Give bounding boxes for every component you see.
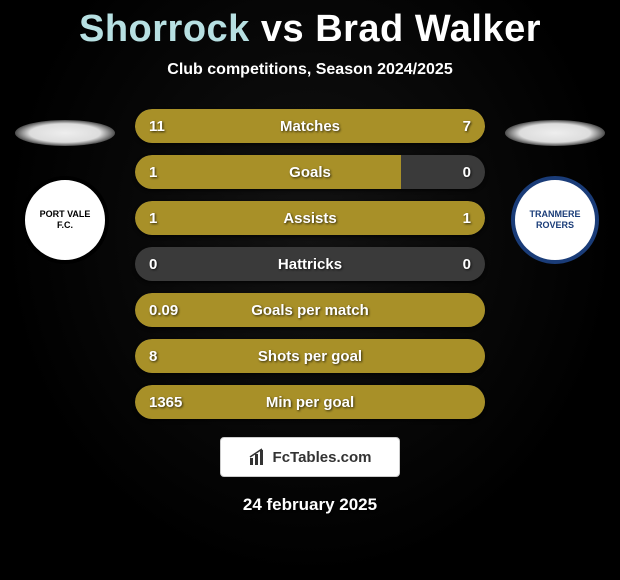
stat-value-right: 1 [425, 210, 485, 227]
stat-label: Assists [195, 210, 425, 227]
stat-value-left: 8 [135, 348, 195, 365]
stat-value-right: 0 [425, 164, 485, 181]
stat-row: 11Matches7 [135, 109, 485, 143]
club-right-shadow [505, 120, 605, 146]
date-label: 24 february 2025 [0, 495, 620, 515]
title-vs: vs [261, 8, 315, 50]
footer-site-badge[interactable]: FcTables.com [220, 437, 400, 477]
stat-row: 1365Min per goal [135, 385, 485, 419]
stat-value-left: 0.09 [135, 302, 195, 319]
stat-value-left: 1365 [135, 394, 195, 411]
stats-container: 11Matches71Goals01Assists10Hattricks00.0… [135, 109, 485, 419]
club-left: PORT VALE F.C. [10, 120, 120, 264]
comparison-title: Shorrock vs Brad Walker [0, 0, 620, 51]
club-right-badge: TRANMERE ROVERS [511, 176, 599, 264]
stat-value-left: 1 [135, 210, 195, 227]
stat-label: Hattricks [195, 256, 425, 273]
chart-icon [249, 448, 267, 466]
footer-label: FcTables.com [273, 449, 372, 466]
stat-row: 1Assists1 [135, 201, 485, 235]
stat-value-left: 1 [135, 164, 195, 181]
stat-label: Min per goal [195, 394, 425, 411]
club-right: TRANMERE ROVERS [500, 120, 610, 264]
stat-label: Shots per goal [195, 348, 425, 365]
stat-value-left: 0 [135, 256, 195, 273]
title-player1: Shorrock [79, 8, 250, 50]
club-left-name: PORT VALE F.C. [33, 209, 97, 231]
subtitle: Club competitions, Season 2024/2025 [0, 61, 620, 79]
title-player2: Brad Walker [315, 8, 541, 50]
club-left-badge: PORT VALE F.C. [21, 176, 109, 264]
stat-label: Goals [195, 164, 425, 181]
stat-row: 1Goals0 [135, 155, 485, 189]
club-right-name: TRANMERE ROVERS [523, 209, 587, 231]
stat-row: 0Hattricks0 [135, 247, 485, 281]
stat-value-right: 7 [425, 118, 485, 135]
stat-row: 0.09Goals per match [135, 293, 485, 327]
club-left-shadow [15, 120, 115, 146]
stat-label: Matches [195, 118, 425, 135]
stat-value-left: 11 [135, 118, 195, 135]
stat-value-right: 0 [425, 256, 485, 273]
stat-label: Goals per match [195, 302, 425, 319]
stat-row: 8Shots per goal [135, 339, 485, 373]
